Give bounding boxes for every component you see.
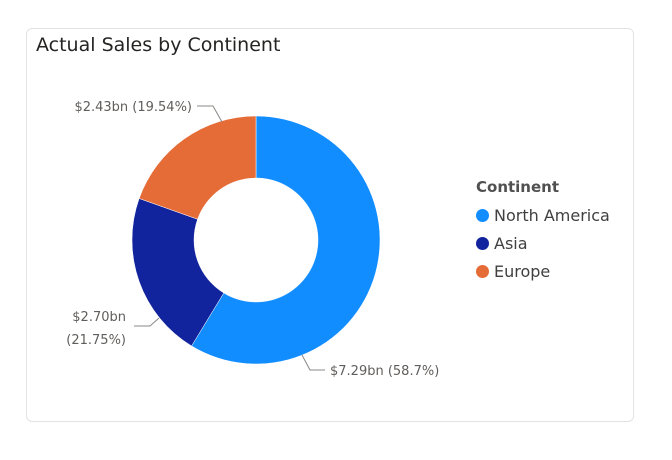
data-label-europe: $2.43bn (19.54%) xyxy=(74,100,192,115)
legend-title: Continent xyxy=(476,178,560,196)
data-label-asia-percent: (21.75%) xyxy=(66,333,126,348)
leader-line-north-america xyxy=(301,354,325,371)
chart-title: Actual Sales by Continent xyxy=(36,34,281,56)
legend-swatch-north-america xyxy=(476,208,489,222)
donut-slice-asia[interactable] xyxy=(131,198,225,347)
legend: Continent North America Asia Europe xyxy=(476,178,610,288)
legend-swatch-asia xyxy=(476,236,489,250)
legend-label-europe: Europe xyxy=(494,261,551,281)
donut-slice-north-america[interactable] xyxy=(191,115,381,365)
leader-line-europe xyxy=(197,105,223,123)
donut-slice-europe[interactable] xyxy=(138,115,257,220)
data-label-north-america: $7.29bn (58.7%) xyxy=(330,364,439,379)
legend-item-asia[interactable]: Asia xyxy=(476,226,610,260)
leader-line-asia xyxy=(134,317,160,327)
legend-item-europe[interactable]: Europe xyxy=(476,254,610,288)
legend-item-north-america[interactable]: North America xyxy=(476,198,610,232)
legend-swatch-europe xyxy=(476,264,489,278)
legend-label-asia: Asia xyxy=(494,233,528,253)
legend-label-north-america: North America xyxy=(494,205,610,225)
data-label-asia-value: $2.70bn xyxy=(72,310,126,325)
